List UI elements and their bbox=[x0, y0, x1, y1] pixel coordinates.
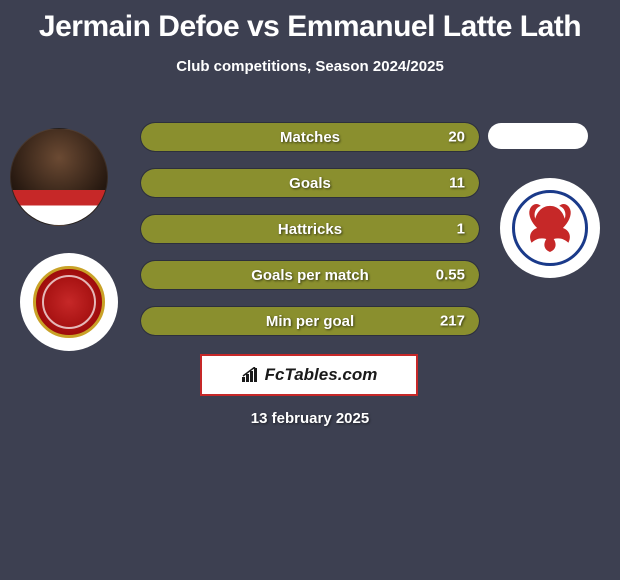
brand-text: FcTables.com bbox=[265, 365, 378, 385]
comparison-subtitle: Club competitions, Season 2024/2025 bbox=[0, 58, 620, 75]
stat-bars: Matches 20 Goals 11 Hattricks 1 Goals pe… bbox=[140, 122, 480, 352]
stat-value: 1 bbox=[457, 221, 465, 238]
sunderland-crest-icon bbox=[33, 266, 105, 338]
stat-label: Goals bbox=[141, 175, 479, 192]
player-right-avatar bbox=[488, 123, 588, 149]
club-right-badge bbox=[500, 178, 600, 278]
stat-label: Hattricks bbox=[141, 221, 479, 238]
snapshot-date: 13 february 2025 bbox=[0, 410, 620, 427]
comparison-title: Jermain Defoe vs Emmanuel Latte Lath bbox=[0, 0, 620, 44]
stat-bar-goals: Goals 11 bbox=[140, 168, 480, 198]
player-left-avatar bbox=[10, 128, 108, 226]
stat-bar-goals-per-match: Goals per match 0.55 bbox=[140, 260, 480, 290]
club-left-badge bbox=[20, 253, 118, 351]
stat-value: 217 bbox=[440, 313, 465, 330]
stat-label: Min per goal bbox=[141, 313, 479, 330]
stat-bar-matches: Matches 20 bbox=[140, 122, 480, 152]
stat-label: Matches bbox=[141, 129, 479, 146]
stat-value: 20 bbox=[448, 129, 465, 146]
stat-value: 0.55 bbox=[436, 267, 465, 284]
stat-label: Goals per match bbox=[141, 267, 479, 284]
stat-bar-min-per-goal: Min per goal 217 bbox=[140, 306, 480, 336]
chart-icon bbox=[241, 367, 261, 383]
brand-watermark: FcTables.com bbox=[200, 354, 418, 396]
middlesbrough-crest-icon bbox=[512, 190, 588, 266]
stat-value: 11 bbox=[449, 175, 465, 192]
stat-bar-hattricks: Hattricks 1 bbox=[140, 214, 480, 244]
